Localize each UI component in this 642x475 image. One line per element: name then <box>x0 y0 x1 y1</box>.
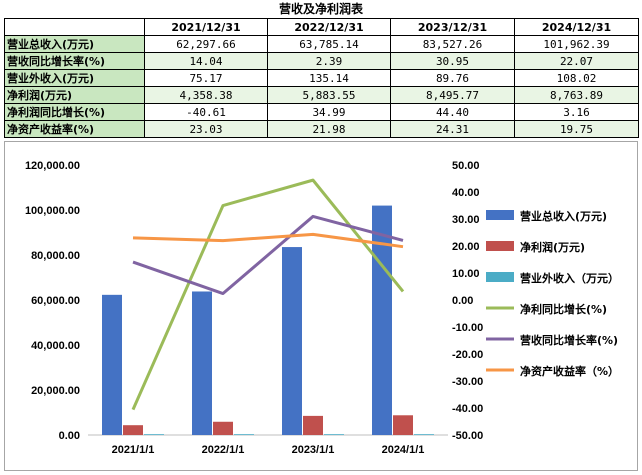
y-left-tick-label: 40,000.00 <box>31 340 80 352</box>
table-cell: 8,763.89 <box>514 86 639 104</box>
y-right-tick-label: -30.00 <box>452 376 483 388</box>
financial-table: 2021/12/31 2022/12/31 2023/12/31 2024/12… <box>4 18 639 138</box>
bar <box>414 434 434 435</box>
y-right-tick-label: 0.00 <box>452 295 473 307</box>
legend-label: 净利润(万元) <box>520 240 585 254</box>
bar <box>234 434 254 435</box>
row-label: 净利润同比增长(%) <box>4 103 145 121</box>
y-right-tick-label: -50.00 <box>452 430 483 442</box>
y-left-tick-label: 100,000.00 <box>25 205 80 217</box>
table-cell: 14.04 <box>144 52 268 70</box>
row-label: 净资产收益率(%) <box>4 120 145 138</box>
bar <box>144 434 164 435</box>
y-right-tick-label: -40.00 <box>452 403 483 415</box>
legend-label: 营业外收入（万元） <box>520 271 619 285</box>
column-header: 2021/12/31 <box>144 18 268 36</box>
table-corner-cell <box>4 18 145 36</box>
table-cell: 101,962.39 <box>514 35 639 53</box>
row-label: 营业总收入(万元) <box>4 35 145 53</box>
table-row: 营业外收入(万元) 75.17 135.14 89.76 108.02 <box>4 69 639 87</box>
table-cell: 23.03 <box>144 120 268 138</box>
legend-label: 净资产收益率（%） <box>520 364 619 378</box>
row-label: 营收同比增长率(%) <box>4 52 145 70</box>
table-cell: 108.02 <box>514 69 639 87</box>
bar <box>213 421 233 435</box>
column-header: 2023/12/31 <box>390 18 515 36</box>
series-line <box>132 214 404 296</box>
y-right-tick-label: 30.00 <box>452 214 480 226</box>
legend-swatch <box>486 210 514 220</box>
series-line <box>131 178 405 411</box>
y-right-tick-label: -10.00 <box>452 322 483 334</box>
table-cell: 63,785.14 <box>267 35 391 53</box>
table-title: 营收及净利润表 <box>278 2 363 16</box>
legend-label: 营收同比增长率(%) <box>520 333 618 347</box>
y-right-tick-label: 40.00 <box>452 187 480 199</box>
bar <box>372 205 392 435</box>
table-row: 净资产收益率(%) 23.03 21.98 24.31 19.75 <box>4 120 639 138</box>
bar <box>393 415 413 435</box>
revenue-profit-chart: 0.00 20,000.00 40,000.00 60,000.00 80,000.00… <box>4 141 638 471</box>
table-row: 营业总收入(万元) 62,297.66 63,785.14 83,527.26 101,… <box>4 35 639 53</box>
table-row: 净利润(万元) 4,358.38 5,883.55 8,495.77 8,763.89 <box>4 86 639 104</box>
table-cell: 30.95 <box>390 52 515 70</box>
legend-label: 净利同比增长(%) <box>520 302 607 316</box>
legend-swatch <box>486 272 514 282</box>
bar <box>282 247 302 435</box>
x-tick-label: 2022/1/1 <box>202 444 245 456</box>
y-right-tick-label: 10.00 <box>452 268 480 280</box>
table-cell: 44.40 <box>390 103 515 121</box>
bar <box>123 425 143 435</box>
y-right-tick-label: 20.00 <box>452 241 480 253</box>
x-tick-label: 2023/1/1 <box>292 444 335 456</box>
table-header-row: 2021/12/31 2022/12/31 2023/12/31 2024/12… <box>4 18 639 36</box>
row-label: 净利润(万元) <box>4 86 145 104</box>
y-left-tick-label: 80,000.00 <box>31 250 80 262</box>
y-left-tick-label: 0.00 <box>59 430 80 442</box>
table-cell: 89.76 <box>390 69 515 87</box>
x-tick-label: 2024/1/1 <box>382 444 425 456</box>
legend-swatch <box>486 241 514 251</box>
bar <box>303 415 323 435</box>
table-cell: -40.61 <box>144 103 268 121</box>
table-cell: 2.39 <box>267 52 391 70</box>
row-label: 营业外收入(万元) <box>4 69 145 87</box>
series-line <box>132 232 404 249</box>
table-cell: 34.99 <box>267 103 391 121</box>
bar <box>324 434 344 435</box>
table-cell: 135.14 <box>267 69 391 87</box>
table-cell: 75.17 <box>144 69 268 87</box>
y-left-tick-label: 20,000.00 <box>31 385 80 397</box>
table-cell: 83,527.26 <box>390 35 515 53</box>
y-right-tick-label: -20.00 <box>452 349 483 361</box>
table-cell: 8,495.77 <box>390 86 515 104</box>
bar <box>102 294 122 435</box>
table-cell: 4,358.38 <box>144 86 268 104</box>
table-row: 营收同比增长率(%) 14.04 2.39 30.95 22.07 <box>4 52 639 70</box>
column-header: 2024/12/31 <box>514 18 639 36</box>
bar <box>192 291 212 435</box>
legend-label: 营业总收入(万元) <box>520 209 607 223</box>
y-left-tick-label: 60,000.00 <box>31 295 80 307</box>
y-left-tick-label: 120,000.00 <box>25 160 80 172</box>
table-cell: 5,883.55 <box>267 86 391 104</box>
column-header: 2022/12/31 <box>267 18 391 36</box>
y-right-tick-label: 50.00 <box>452 160 480 172</box>
table-cell: 21.98 <box>267 120 391 138</box>
table-cell: 24.31 <box>390 120 515 138</box>
table-cell: 19.75 <box>514 120 639 138</box>
table-row: 净利润同比增长(%) -40.61 34.99 44.40 3.16 <box>4 103 639 121</box>
table-cell: 3.16 <box>514 103 639 121</box>
table-cell: 22.07 <box>514 52 639 70</box>
x-tick-label: 2021/1/1 <box>112 444 155 456</box>
table-cell: 62,297.66 <box>144 35 268 53</box>
